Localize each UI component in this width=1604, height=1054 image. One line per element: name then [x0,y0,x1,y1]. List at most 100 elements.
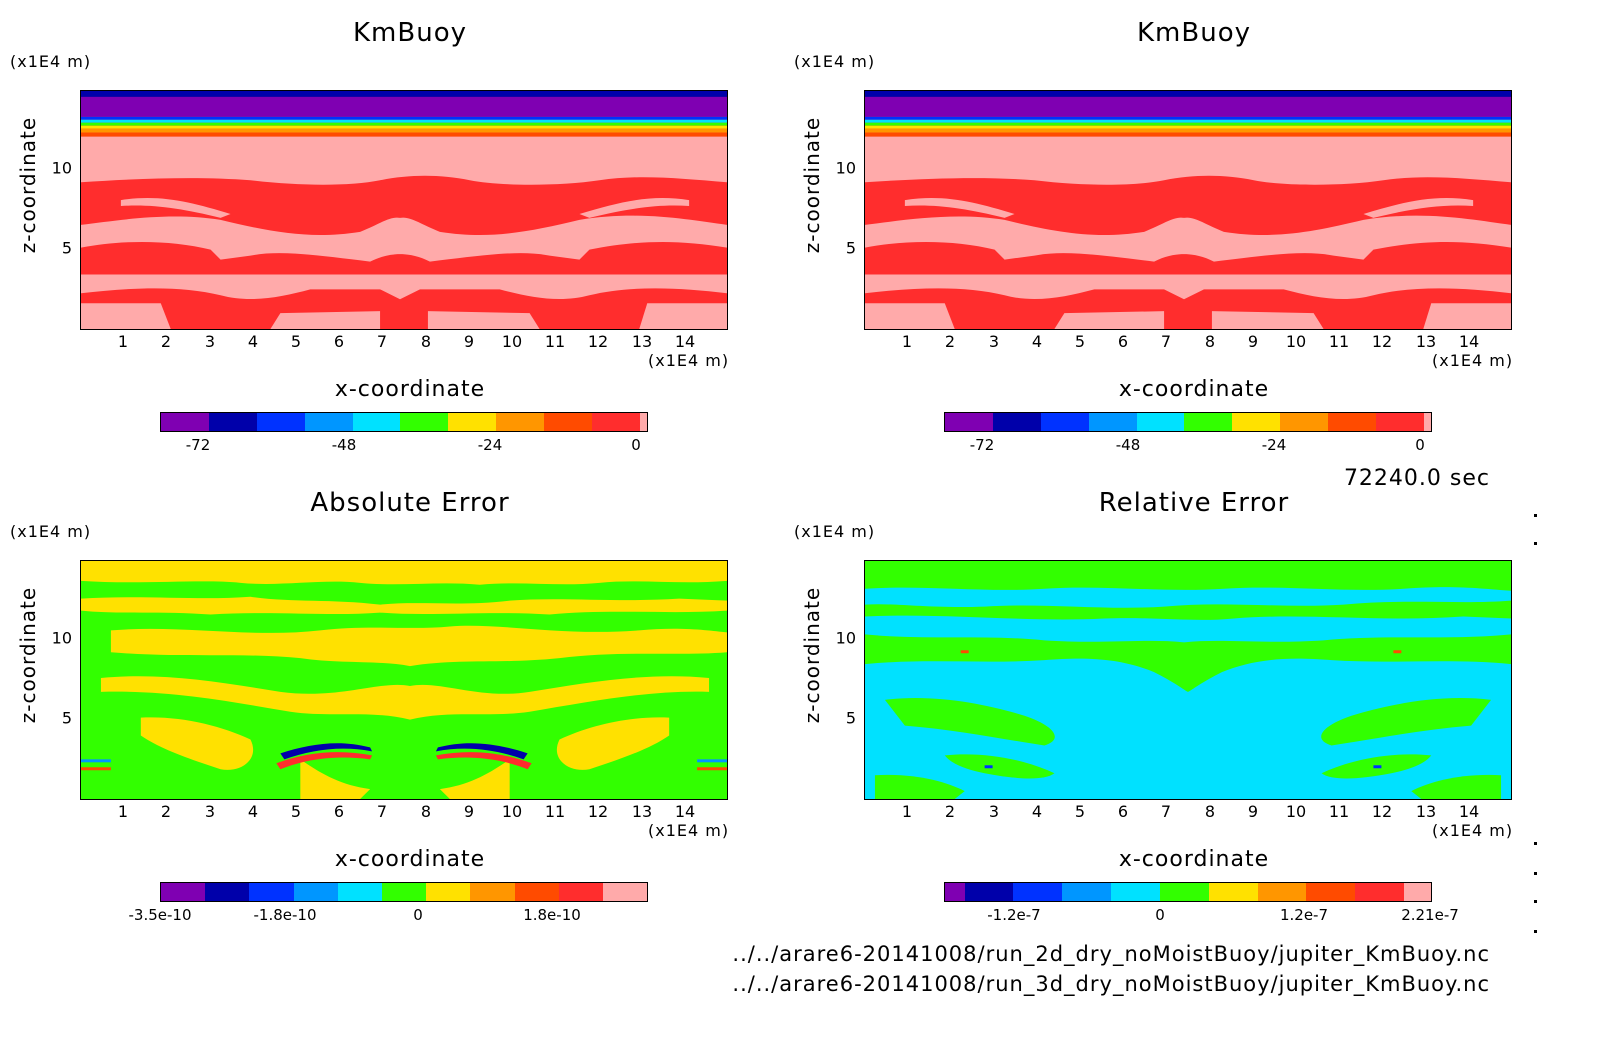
colorbar-tick: -72 [969,436,995,454]
colorbar-swatch [470,883,515,901]
colorbar-ticks: -72 -48 -24 0 [944,436,1432,456]
colorbar-swatch [337,883,382,901]
y-unit-label: (x1E4 m) [10,52,92,71]
colorbar-tick: 0 [1155,906,1165,924]
x-tick: 13 [631,332,653,351]
y-axis-label: z-coordinate [800,586,824,724]
y-tick-10: 10 [51,158,72,178]
x-tick: 9 [463,332,475,351]
x-tick: 5 [1074,802,1086,821]
dot-marker [1534,900,1537,903]
x-tick: 7 [1160,332,1172,351]
x-tick: 5 [290,332,302,351]
colorbar-swatch [1423,413,1431,431]
x-tick: 13 [1415,802,1437,821]
dot-marker [1534,842,1537,845]
x-tick: 6 [1117,802,1129,821]
y-tick-5: 5 [845,708,856,728]
colorbar-tick: 2.21e-7 [1401,906,1459,924]
dot-marker [1534,514,1537,517]
x-tick: 13 [1415,332,1437,351]
x-tick: 1 [117,802,129,821]
x-tick: 5 [290,802,302,821]
colorbar-tick: -1.8e-10 [253,906,317,924]
field-relative-error [865,561,1511,799]
x-tick: 7 [376,802,388,821]
colorbar-swatch [1355,883,1405,901]
colorbar-swatch [1404,883,1431,901]
colorbar-tick: -24 [477,436,503,454]
x-tick: 6 [333,332,345,351]
x-tick: 4 [1031,332,1043,351]
y-ticks: 5 10 [824,560,862,800]
chart-title: Relative Error [1098,488,1290,518]
x-tick: 12 [1371,802,1393,821]
colorbar [160,882,648,902]
x-tick: 10 [501,802,523,821]
y-tick-5: 5 [61,238,72,258]
y-ticks: 5 10 [40,90,78,330]
x-tick: 14 [1458,802,1480,821]
y-tick-5: 5 [61,708,72,728]
colorbar-swatch [591,413,640,431]
dot-marker [1534,542,1537,545]
colorbar-swatch [1013,883,1063,901]
y-tick-5: 5 [845,238,856,258]
colorbar-tick: -24 [1261,436,1287,454]
x-tick: 8 [1204,332,1216,351]
colorbar-tick: 0 [631,436,641,454]
x-tick: 4 [247,802,259,821]
x-tick: 4 [247,332,259,351]
colorbar-swatch [208,413,257,431]
colorbar-tick: -48 [331,436,357,454]
x-tick: 11 [1328,332,1350,351]
x-tick: 11 [544,802,566,821]
x-axis-label: x-coordinate [334,847,486,872]
colorbar-swatch [1232,413,1281,431]
colorbar-tick: -3.5e-10 [128,906,192,924]
colorbar-swatch [558,883,603,901]
x-tick: 8 [420,802,432,821]
dot-marker [1534,930,1537,933]
x-tick: 1 [117,332,129,351]
x-tick: 2 [944,802,956,821]
colorbar-swatch [1111,883,1160,901]
y-tick-10: 10 [835,158,856,178]
x-unit-label: (x1E4 m) [648,821,730,840]
colorbar-tick: -72 [185,436,211,454]
chart-title: KmBuoy [1137,18,1251,48]
x-tick: 6 [1117,332,1129,351]
colorbar-swatch [249,883,294,901]
colorbar-swatch [352,413,401,431]
x-tick: 12 [587,332,609,351]
plot-area [864,90,1512,330]
colorbar-swatch [381,883,427,901]
x-tick: 14 [1458,332,1480,351]
colorbar-ticks: -1.2e-7 0 1.2e-7 2.21e-7 [944,906,1459,926]
x-tick: 12 [587,802,609,821]
x-ticks: 1 2 3 4 5 6 7 8 9 10 11 12 13 14 [80,332,728,352]
colorbar-swatch [1375,413,1424,431]
colorbar-tick: -1.2e-7 [987,906,1041,924]
chart-title: Absolute Error [310,488,510,518]
colorbar-swatch [964,883,1014,901]
panel-relative-error: Relative Error (x1E4 m) z-coordinate 5 1… [784,470,1564,940]
x-tick: 11 [544,332,566,351]
x-tick: 9 [1247,802,1259,821]
x-tick: 3 [204,332,216,351]
time-stamp: 72240.0 sec [1343,466,1490,491]
colorbar-swatch [1257,883,1307,901]
field-kmbuoy-right [865,91,1511,329]
x-axis-label: x-coordinate [334,377,486,402]
colorbar-swatch [1136,413,1185,431]
x-tick: 8 [1204,802,1216,821]
x-tick: 5 [1074,332,1086,351]
x-tick: 9 [463,802,475,821]
x-tick: 3 [988,802,1000,821]
x-unit-label: (x1E4 m) [1432,821,1514,840]
plot-area [864,560,1512,800]
x-tick: 7 [1160,802,1172,821]
x-tick: 12 [1371,332,1393,351]
colorbar-swatch [1208,883,1258,901]
plot-area [80,560,728,800]
